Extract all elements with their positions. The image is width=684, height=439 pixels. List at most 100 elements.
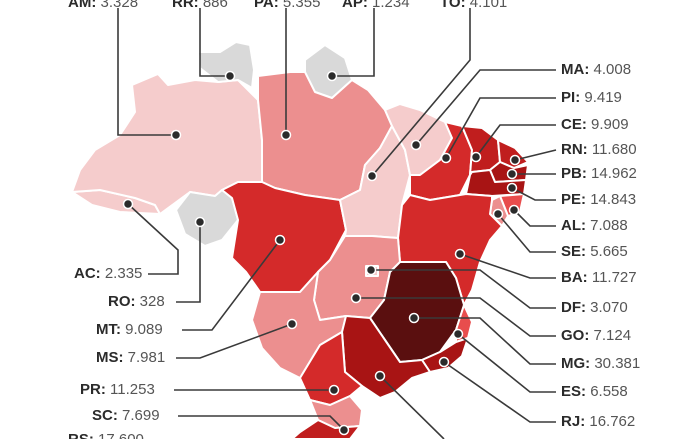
label-pe: PE: 14.843 xyxy=(561,191,637,208)
leader-to xyxy=(371,8,471,177)
label-es-code: ES xyxy=(561,383,582,400)
label-go-code: GO xyxy=(561,327,585,344)
marker-ap xyxy=(326,70,338,82)
label-ce-code: CE xyxy=(561,116,582,133)
label-rs-code: RS xyxy=(68,431,89,439)
marker-ba xyxy=(454,248,466,260)
label-rn-value: 11.680 xyxy=(591,141,637,158)
marker-pb xyxy=(506,168,518,180)
label-ro-value: 328 xyxy=(139,293,165,310)
label-df-value: 3.070 xyxy=(590,299,628,316)
label-rr-code: RR xyxy=(172,0,194,11)
label-to-value: 4.101 xyxy=(469,0,508,11)
leader-ac xyxy=(127,203,179,275)
marker-am xyxy=(170,129,182,141)
label-mg-value: 30.381 xyxy=(594,355,641,372)
label-mg-code: MG xyxy=(561,355,586,372)
label-ap-code: AP xyxy=(342,0,363,11)
marker-rj xyxy=(438,356,450,368)
label-rs-value: 17.600 xyxy=(98,431,144,439)
leader-ms xyxy=(176,323,293,359)
state-rj xyxy=(421,337,469,373)
label-pa-code: PA xyxy=(254,0,274,11)
leader-rr xyxy=(199,8,230,77)
label-ro: RO: 328 xyxy=(108,293,165,310)
leader-es xyxy=(457,333,556,393)
label-rj-code: RJ xyxy=(561,413,581,430)
label-ms: MS: 7.981 xyxy=(96,349,166,366)
leader-go xyxy=(356,297,556,337)
label-pi: PI: 9.419 xyxy=(561,89,622,106)
marker-pi xyxy=(440,152,452,164)
marker-al xyxy=(508,204,520,216)
marker-pr xyxy=(328,384,340,396)
label-al: AL: 7.088 xyxy=(561,217,628,234)
label-df: DF: 3.070 xyxy=(561,299,628,316)
label-mg: MG: 30.381 xyxy=(561,355,641,372)
label-ba-code: BA xyxy=(561,269,583,286)
label-rr: RR: 886 xyxy=(172,0,228,12)
leader-sc xyxy=(178,415,345,431)
state-rn xyxy=(497,139,529,169)
leader-al xyxy=(513,209,556,227)
leader-mg xyxy=(414,317,556,365)
label-am: AM: 3.328 xyxy=(68,0,138,12)
label-pr: PR: 11.253 xyxy=(80,381,155,398)
leader-mt xyxy=(182,239,281,331)
state-markers xyxy=(122,70,521,436)
leader-ro xyxy=(176,222,201,303)
leader-ma xyxy=(415,69,556,146)
leader-pe xyxy=(511,187,556,201)
label-go: GO: 7.124 xyxy=(561,327,632,344)
label-se-value: 5.665 xyxy=(590,243,628,260)
label-ac-value: 2.335 xyxy=(104,265,143,282)
label-rj-value: 16.762 xyxy=(589,413,636,430)
label-rn-code: RN xyxy=(561,141,583,158)
marker-pe xyxy=(506,182,518,194)
label-ba-value: 11.727 xyxy=(591,269,637,286)
marker-df xyxy=(365,264,377,276)
label-ma-code: MA xyxy=(561,61,585,78)
label-df-code: DF xyxy=(561,299,581,316)
label-es-value: 6.558 xyxy=(590,383,628,400)
label-sc-value: 7.699 xyxy=(122,407,160,424)
marker-sc xyxy=(338,424,350,436)
label-al-value: 7.088 xyxy=(590,217,628,234)
label-ms-value: 7.981 xyxy=(127,349,166,366)
marker-se xyxy=(492,208,504,220)
marker-rn xyxy=(509,154,521,166)
marker-pa xyxy=(280,129,292,141)
marker-sp xyxy=(374,370,386,382)
label-rn: RN: 11.680 xyxy=(561,141,637,158)
label-pi-code: PI xyxy=(561,89,576,106)
label-al-code: AL xyxy=(561,217,581,234)
label-ap: AP: 1.234 xyxy=(342,0,410,12)
label-ro-code: RO xyxy=(108,293,131,310)
label-se: SE: 5.665 xyxy=(561,243,628,260)
label-am-code: AM xyxy=(68,0,92,11)
marker-rr xyxy=(224,70,236,82)
leader-am xyxy=(117,8,176,136)
leader-ce xyxy=(475,124,556,158)
label-sc-code: SC xyxy=(92,407,113,424)
label-ac-code: AC xyxy=(74,265,96,282)
label-pa: PA: 5.355 xyxy=(254,0,320,12)
marker-to xyxy=(366,170,378,182)
leader-ap xyxy=(332,8,375,77)
label-rs: RS: 17.600 xyxy=(68,431,144,439)
leader-rj xyxy=(443,361,556,423)
label-es: ES: 6.558 xyxy=(561,383,628,400)
marker-go xyxy=(350,292,362,304)
label-rr-value: 886 xyxy=(202,0,228,11)
label-ce: CE: 9.909 xyxy=(561,116,629,133)
leader-lines xyxy=(117,8,557,439)
leader-se xyxy=(497,213,556,253)
label-rj: RJ: 16.762 xyxy=(561,413,636,430)
label-ma: MA: 4.008 xyxy=(561,61,632,78)
label-mt: MT: 9.089 xyxy=(96,321,163,338)
label-go-value: 7.124 xyxy=(593,327,632,344)
label-pi-value: 9.419 xyxy=(584,89,622,106)
leader-pi xyxy=(445,97,556,159)
label-pe-value: 14.843 xyxy=(590,191,637,208)
